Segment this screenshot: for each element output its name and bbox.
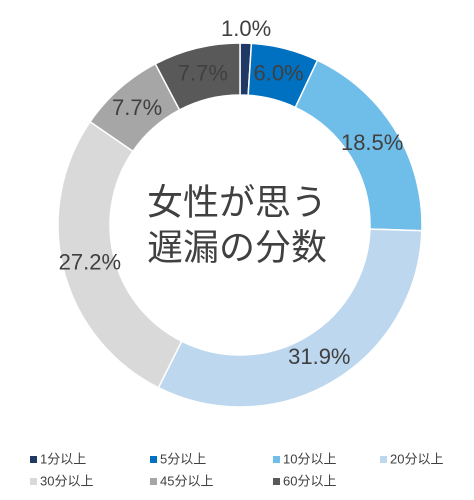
chart-title: 遅漏の分数	[147, 227, 327, 268]
data-label: 18.5%	[341, 130, 403, 155]
legend-marker	[30, 456, 37, 463]
data-label: 1.0%	[221, 16, 271, 41]
legend-marker	[150, 478, 157, 485]
legend-marker	[273, 456, 280, 463]
legend-label: 10分以上	[283, 451, 336, 466]
donut-segment	[157, 228, 423, 408]
legend-label: 45分以上	[160, 473, 213, 488]
legend-label: 30分以上	[40, 473, 93, 488]
legend-marker	[273, 478, 280, 485]
legend-label: 60分以上	[283, 473, 336, 488]
chart-title: 女性が思う	[147, 182, 327, 223]
legend-label: 1分以上	[40, 451, 86, 466]
legend-marker	[30, 478, 37, 485]
legend-label: 20分以上	[390, 451, 443, 466]
data-label: 6.0%	[253, 61, 303, 86]
donut-segment	[154, 42, 241, 111]
data-label: 27.2%	[59, 249, 121, 274]
data-label: 7.7%	[178, 60, 228, 85]
legend-marker	[380, 456, 387, 463]
legend-marker	[150, 456, 157, 463]
legend-label: 5分以上	[160, 451, 206, 466]
data-label: 7.7%	[112, 95, 162, 120]
data-label: 31.9%	[288, 344, 350, 369]
